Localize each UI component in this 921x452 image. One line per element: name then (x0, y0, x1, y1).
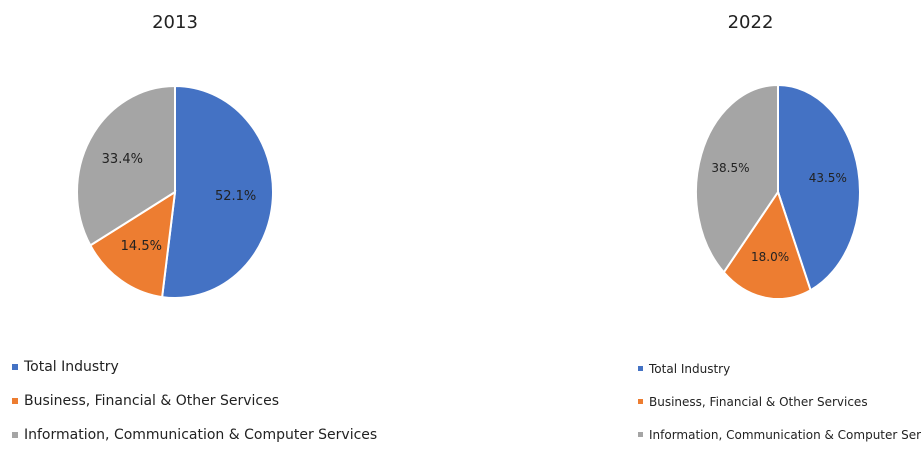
legend-label: Total Industry (24, 359, 119, 375)
data-label: 43.5% (809, 171, 847, 185)
legend-label: Business, Financial & Other Services (649, 394, 868, 409)
pie-2013: 52.1% 14.5% 33.4% (76, 84, 274, 299)
legend-item-ict-services: Information, Communication & Computer Se… (12, 418, 377, 452)
legend-swatch (638, 432, 643, 437)
chart-2022: 2022 43.5% 18.0% 38.5% Total Industry Busi… (580, 0, 921, 442)
legend-item-business-services: Business, Financial & Other Services (12, 384, 377, 418)
legend-swatch (638, 366, 643, 371)
legend-2013: Total Industry Business, Financial & Oth… (12, 350, 377, 452)
legend-item-total-industry: Total Industry (12, 350, 377, 384)
legend-2022: Total Industry Business, Financial & Oth… (638, 352, 921, 451)
slice-ict-services (76, 84, 176, 247)
data-label: 52.1% (215, 189, 256, 204)
legend-swatch (12, 398, 18, 404)
legend-swatch (12, 364, 18, 370)
data-label: 18.0% (751, 250, 789, 264)
legend-swatch (12, 432, 18, 438)
legend-item-business-services: Business, Financial & Other Services (638, 385, 921, 418)
chart-title-2022: 2022 (727, 12, 774, 33)
legend-label: Business, Financial & Other Services (24, 393, 279, 409)
chart-2013: 2013 52.1% 14.5% 33.4% Total Industry Busi… (0, 0, 400, 443)
data-label: 38.5% (711, 161, 749, 175)
slice-total-industry (777, 83, 861, 292)
data-label: 14.5% (121, 239, 162, 254)
chart-title-2013: 2013 (152, 12, 198, 33)
pie-2022: 43.5% 18.0% 38.5% (695, 83, 861, 300)
slice-business-services (89, 190, 177, 299)
slice-ict-services (695, 83, 779, 274)
legend-label: Information, Communication & Computer Se… (24, 427, 378, 443)
data-label: 33.4% (102, 152, 143, 167)
legend-label: Information, Communication & Computer Se… (649, 427, 921, 442)
slice-business-services (722, 189, 812, 300)
legend-label: Total Industry (649, 361, 731, 376)
legend-item-total-industry: Total Industry (638, 352, 921, 385)
slice-total-industry (160, 84, 274, 299)
legend-item-ict-services: Information, Communication & Computer Se… (638, 418, 921, 451)
legend-swatch (638, 399, 643, 404)
